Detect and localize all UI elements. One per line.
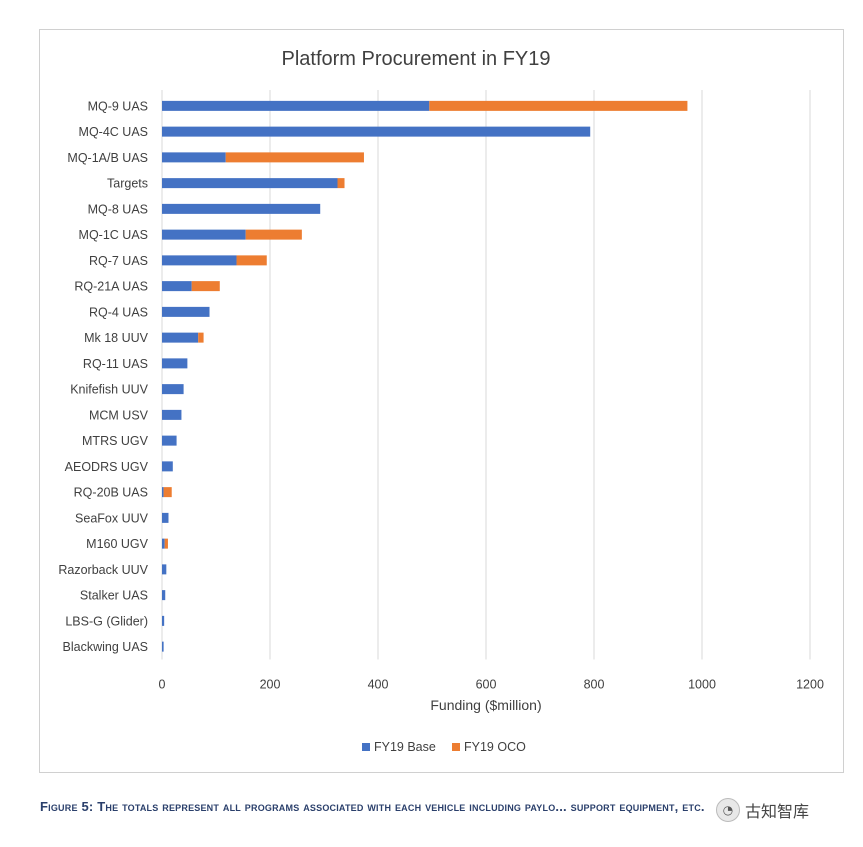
bar-base (162, 641, 164, 652)
legend-label: FY19 OCO (464, 740, 526, 754)
category-label: Razorback UUV (58, 563, 148, 577)
bar-base (162, 435, 177, 446)
bar-base (162, 306, 210, 317)
bar-base (162, 100, 430, 111)
bar-base (162, 564, 167, 575)
bar-base (162, 358, 188, 369)
bar-oco (164, 538, 168, 549)
bar-base (162, 281, 192, 292)
x-tick-label: 0 (159, 678, 166, 692)
bars (162, 100, 688, 652)
bar-base (162, 512, 169, 523)
caption-lead: Figure 5: (40, 799, 94, 814)
x-axis-title: Funding ($million) (430, 697, 541, 713)
category-label: MQ-1A/B UAS (67, 151, 148, 165)
legend-label: FY19 Base (374, 740, 436, 754)
watermark-text: 古知智库 (745, 802, 810, 821)
category-label: LBS-G (Glider) (65, 614, 148, 628)
category-label: RQ-11 UAS (83, 357, 148, 371)
category-label: MQ-1C UAS (79, 228, 148, 242)
x-tick-label: 1200 (796, 678, 824, 692)
bar-base (162, 384, 184, 395)
bar-base (162, 538, 165, 549)
bar-oco (191, 281, 220, 292)
x-tick-label: 400 (368, 678, 389, 692)
bar-base (162, 409, 182, 420)
category-label: MQ-8 UAS (88, 202, 148, 216)
bar-oco (198, 332, 204, 343)
bar-base (162, 615, 165, 626)
category-label: RQ-7 UAS (89, 254, 148, 268)
bar-base (162, 255, 237, 266)
category-label: MQ-4C UAS (79, 125, 148, 139)
x-tick-label: 1000 (688, 678, 716, 692)
bar-base (162, 461, 173, 472)
bar-oco (225, 152, 364, 163)
chart-svg: Platform Procurement in FY19 MQ-9 UASMQ-… (58, 48, 824, 754)
category-label: MCM USV (89, 408, 149, 422)
wechat-icon: ◔ (716, 798, 740, 822)
bar-base (162, 487, 164, 498)
category-label: M160 UGV (86, 537, 148, 551)
x-tick-label: 600 (476, 678, 497, 692)
category-label: AEODRS UGV (65, 460, 149, 474)
category-label: MTRS UGV (82, 434, 149, 448)
chart-title: Platform Procurement in FY19 (282, 48, 551, 70)
legend-swatch (362, 743, 370, 751)
bar-base (162, 126, 591, 137)
category-label: Knifefish UUV (70, 383, 148, 397)
category-label: Stalker UAS (80, 589, 148, 603)
x-tick-label: 200 (260, 678, 281, 692)
category-label: Targets (107, 177, 148, 191)
chart-frame: Platform Procurement in FY19 MQ-9 UAS MQ-… (39, 29, 844, 773)
caption-text: The totals represent all programs associ… (97, 799, 705, 814)
category-label: SeaFox UUV (75, 511, 149, 525)
category-label: RQ-4 UAS (89, 305, 148, 319)
watermark: ◔ 古知智库 (716, 797, 846, 823)
category-label: MQ-9 UAS (88, 99, 148, 113)
bar-oco (163, 487, 172, 498)
bar-base (162, 590, 166, 601)
category-label: Mk 18 UUV (84, 331, 149, 345)
bar-base (162, 203, 321, 214)
category-labels: MQ-9 UAS MQ-4C UAS MQ-1A/B UAS Targets MQ-8 … (58, 99, 148, 654)
bar-base (162, 332, 199, 343)
bar-oco (337, 178, 345, 189)
category-label: RQ-20B UAS (74, 486, 148, 500)
bar-oco (429, 100, 688, 111)
category-label: Blackwing UAS (63, 640, 148, 654)
figure-caption: Figure 5: The totals represent all progr… (40, 796, 840, 817)
x-tick-labels: 0 200 400 600 800 1000 1200 (159, 678, 824, 692)
x-tick-label: 800 (584, 678, 605, 692)
bar-base (162, 229, 246, 240)
bar-base (162, 152, 226, 163)
bar-oco (236, 255, 267, 266)
bar-base (162, 178, 338, 189)
legend-swatch (452, 743, 460, 751)
legend: FY19 Base FY19 OCO (362, 740, 526, 754)
gridlines (161, 90, 811, 660)
category-label: RQ-21A UAS (74, 280, 148, 294)
bar-oco (245, 229, 302, 240)
